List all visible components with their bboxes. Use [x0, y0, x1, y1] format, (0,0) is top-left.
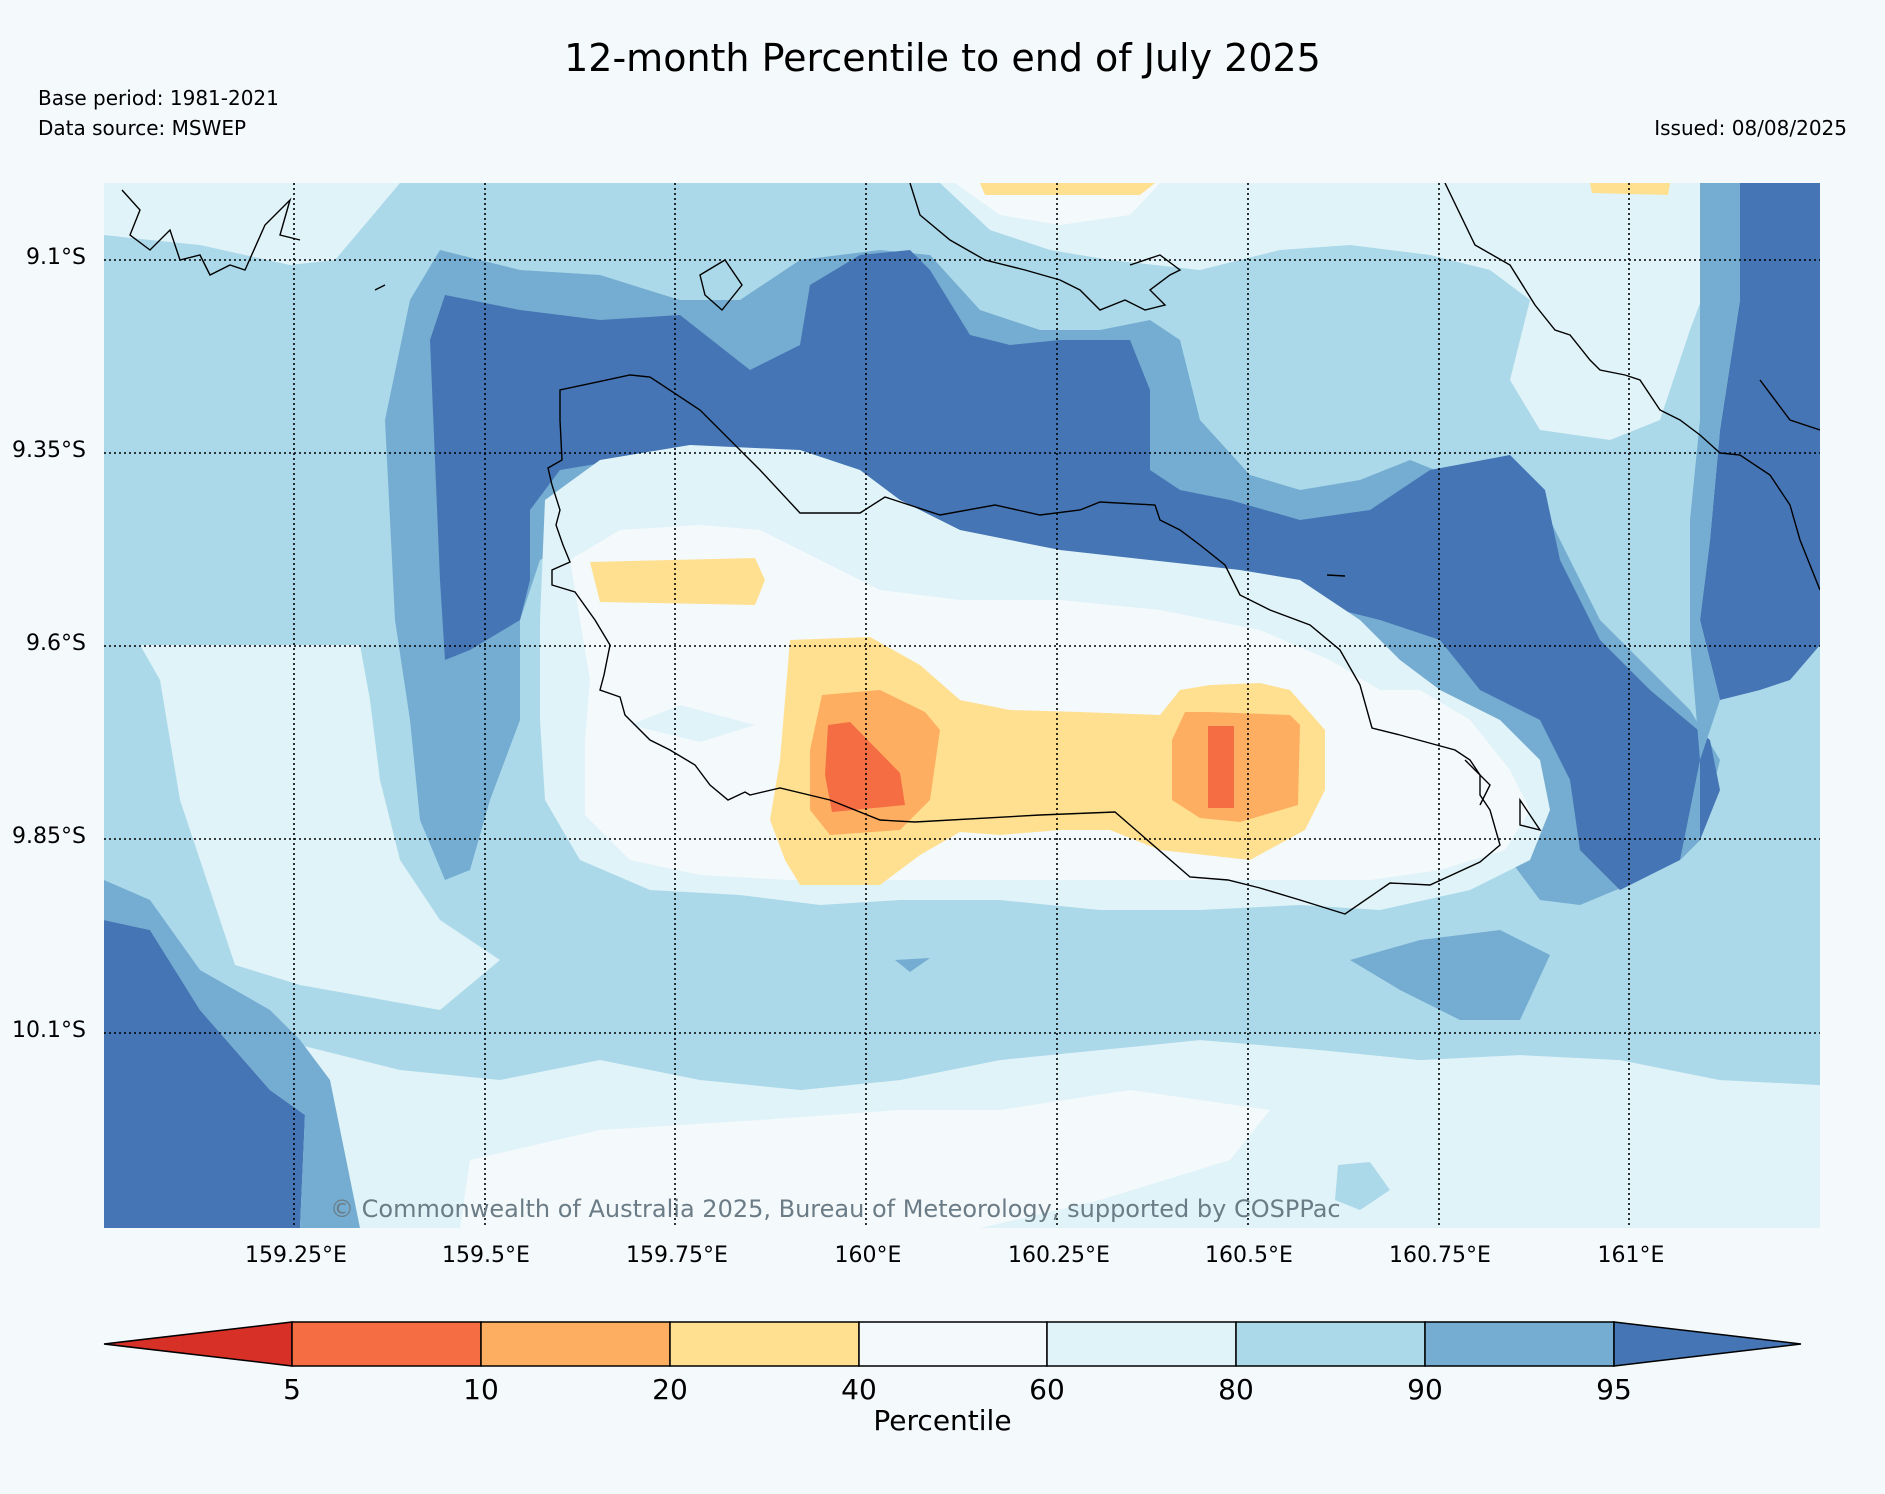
- colorbar-title: Percentile: [873, 1404, 1012, 1437]
- coastline-malaita: [1444, 183, 1820, 591]
- contour-60-80-left: [104, 645, 500, 1010]
- coastline-dash: [1326, 574, 1346, 577]
- lon-label: 161°E: [1597, 1243, 1665, 1268]
- colorbar-bin-60-80: [1046, 1321, 1237, 1367]
- contour-20-40-north: [980, 183, 1155, 195]
- lat-label: 9.85°S: [12, 824, 86, 849]
- colorbar-tick-label: 95: [1596, 1373, 1632, 1406]
- colorbar-bin-40-60: [858, 1321, 1048, 1367]
- contour-80-90-south: [790, 905, 1820, 1090]
- colorbar-bin-20-40: [669, 1321, 860, 1367]
- colorbar: [103, 1321, 1802, 1367]
- lon-label: 159.5°E: [442, 1243, 530, 1268]
- lon-label: 160.25°E: [1008, 1243, 1110, 1268]
- map-title: 12-month Percentile to end of July 2025: [564, 36, 1321, 80]
- contour-10-20-east: [1172, 712, 1300, 822]
- coastline-north-islands: [909, 183, 1182, 311]
- contour-20-40-northeast: [1590, 183, 1670, 195]
- contour-90-95-south-small: [895, 958, 930, 972]
- copyright-notice: © Commonwealth of Australia 2025, Bureau…: [330, 1195, 1341, 1223]
- coastline-east-islet: [1519, 797, 1542, 832]
- contour-95-east: [1700, 183, 1820, 700]
- colorbar-extend-low: [103, 1321, 293, 1367]
- lat-label: 9.1°S: [26, 245, 86, 270]
- colorbar-tick-label: 90: [1407, 1373, 1443, 1406]
- percentile-map: [104, 183, 1820, 1228]
- graticule: [104, 183, 1820, 1228]
- contour-20-40-center: [770, 637, 1325, 885]
- lon-label: 160.75°E: [1389, 1243, 1491, 1268]
- coastline-nggela: [121, 189, 301, 276]
- colorbar-tick-label: 10: [463, 1373, 499, 1406]
- colorbar-extend-high: [1613, 1321, 1802, 1367]
- contour-60-80-islet: [630, 705, 755, 742]
- colorbar-tick-label: 60: [1029, 1373, 1065, 1406]
- contour-5-10-west: [825, 722, 905, 812]
- lon-label: 160°E: [834, 1243, 902, 1268]
- lon-label: 159.25°E: [245, 1243, 347, 1268]
- contour-80-90-southeast: [1335, 1162, 1390, 1210]
- coastline-guadalcanal: [547, 374, 1501, 915]
- coastline: [121, 183, 1820, 915]
- contour-90-95-bottomleft: [104, 880, 360, 1228]
- colorbar-bin-10-20: [480, 1321, 671, 1367]
- contour-20-40-north-blob: [590, 558, 765, 605]
- colorbar-bin-90-95: [1424, 1321, 1615, 1367]
- coastline-malaita-2: [1759, 379, 1820, 431]
- contour-40-60-bottom: [460, 1090, 1270, 1228]
- data-source-label: Data source: MSWEP: [38, 116, 247, 140]
- contour-90-95-east: [1680, 183, 1740, 860]
- contour-5-10-east: [1208, 726, 1234, 808]
- lon-label: 160.5°E: [1205, 1243, 1293, 1268]
- lon-label: 159.75°E: [626, 1243, 728, 1268]
- lat-label: 10.1°S: [12, 1018, 86, 1043]
- colorbar-tick-label: 80: [1218, 1373, 1254, 1406]
- contour-60-80-topleft: [104, 183, 400, 265]
- colorbar-bin-5-10: [291, 1321, 482, 1367]
- colorbar-tick-label: 40: [841, 1373, 877, 1406]
- colorbar-tick-label: 5: [283, 1373, 301, 1406]
- contour-60-80-topright: [940, 183, 1720, 440]
- coastline-dash-2: [374, 284, 386, 291]
- lat-label: 9.35°S: [12, 438, 86, 463]
- base-period-label: Base period: 1981-2021: [38, 86, 279, 110]
- coastline-east-tip: [1464, 759, 1491, 806]
- coastline-islet: [699, 259, 743, 312]
- lat-label: 9.6°S: [26, 631, 86, 656]
- colorbar-tick-label: 20: [652, 1373, 688, 1406]
- contour-95-bottomleft: [104, 920, 305, 1228]
- contour-90-95-south: [1350, 930, 1550, 1020]
- colorbar-bin-80-90: [1235, 1321, 1426, 1367]
- issued-date-label: Issued: 08/08/2025: [1654, 116, 1847, 140]
